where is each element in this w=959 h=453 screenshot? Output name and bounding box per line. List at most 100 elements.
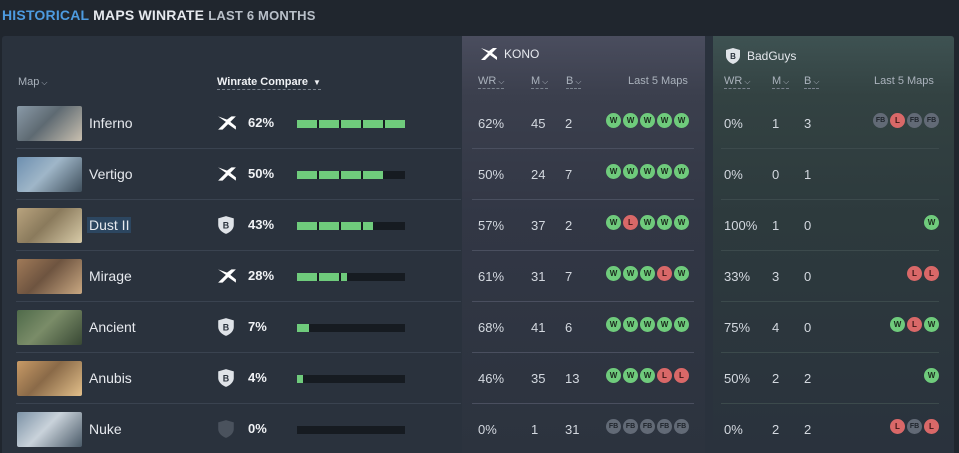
bar-segment [385,120,405,128]
badguys-m-value: 0 [772,167,780,182]
bar-segment [319,222,339,230]
map-name[interactable]: Dust II [87,217,132,233]
win-badge: W [674,266,689,281]
kono-wr-value: 46% [478,371,505,386]
map-name[interactable]: Vertigo [89,166,133,182]
badguys-last5: W [924,215,939,230]
map-thumbnail [17,106,82,141]
badguys-b-header[interactable]: B ⌵ [804,75,820,89]
bar-segment [363,120,383,128]
winrate-compare-bar [297,426,405,434]
win-badge: W [623,266,638,281]
kono-m-header[interactable]: M ⌵ [531,75,549,89]
win-badge: W [640,317,655,332]
forfeit-badge: FB [924,113,939,128]
bar-segment [297,171,317,179]
chevron-down-icon: ⌵ [783,77,790,86]
win-badge: W [657,164,672,179]
forfeit-badge: FB [640,419,655,434]
wr-label: WR [724,75,743,87]
map-name[interactable]: Anubis [89,370,132,386]
b-label: B [804,75,812,87]
win-badge: W [606,113,621,128]
badguys-b-value: 2 [804,371,812,386]
sort-winrate-compare-header[interactable]: Winrate Compare ▼ [217,76,321,90]
badguys-b-value: 0 [804,218,812,233]
row-divider [472,403,694,404]
win-badge: W [674,215,689,230]
badguys-m-header[interactable]: M ⌵ [772,75,790,89]
title-maps-winrate: MAPS WINRATE [93,7,205,23]
loss-badge: L [890,419,905,434]
kono-m-value: 1 [531,422,539,437]
badguys-shield-icon: B [726,48,740,64]
kono-b-value: 7 [565,269,573,284]
map-name[interactable]: Ancient [89,319,136,335]
badguys-m-value: 2 [772,371,780,386]
win-badge: W [657,215,672,230]
chevron-down-icon: ⌵ [813,77,820,86]
row-divider [16,301,461,302]
forfeit-badge: FB [606,419,621,434]
winrate-compare-bar [297,222,405,230]
badguys-wr-header[interactable]: WR ⌵ [724,75,751,89]
win-badge: W [640,113,655,128]
caret-down-icon: ▼ [313,78,321,87]
bar-segment [297,222,317,230]
b-label: B [566,75,574,87]
badguys-b-value: 1 [804,167,812,182]
win-badge: W [640,368,655,383]
winrate-compare-value: 28% [248,268,275,283]
sort-map-header[interactable]: Map ⌵ [18,76,47,88]
win-badge: W [606,317,621,332]
map-name[interactable]: Mirage [89,268,132,284]
kono-logo-icon [481,48,497,60]
map-name[interactable]: Nuke [89,421,122,437]
winrate-compare-bar [297,375,405,383]
map-name[interactable]: Inferno [89,115,133,131]
badguys-m-value: 2 [772,422,780,437]
row-divider [721,301,939,302]
win-badge: W [640,215,655,230]
row-divider [16,352,461,353]
kono-b-value: 6 [565,320,573,335]
bar-segment [363,171,383,179]
loss-badge: L [907,317,922,332]
table-row[interactable]: Nuke 0% 0% 1 31 FB FB FB FB FB 0% 2 2 L FB L [2,404,954,453]
badguys-m-value: 4 [772,320,780,335]
win-badge: W [924,317,939,332]
bar-segment [341,222,361,230]
badguys-m-value: 3 [772,269,780,284]
kono-m-value: 31 [531,269,546,284]
kono-logo-icon [217,266,237,286]
bar-segment [341,171,361,179]
kono-wr-value: 50% [478,167,505,182]
win-badge: W [606,266,621,281]
badguys-last5: L FB L [890,419,939,434]
kono-b-header[interactable]: B ⌵ [566,75,582,89]
forfeit-badge: FB [674,419,689,434]
chevron-down-icon: ⌵ [575,77,582,86]
chevron-down-icon: ⌵ [498,77,505,86]
kono-wr-header[interactable]: WR ⌵ [478,75,505,89]
winrate-compare-value: 62% [248,115,275,130]
map-thumbnail [17,157,82,192]
win-badge: W [606,164,621,179]
badguys-b-value: 0 [804,269,812,284]
row-divider [721,148,939,149]
kono-last5-header: Last 5 Maps [628,75,688,87]
row-divider [472,148,694,149]
svg-text:B: B [730,52,736,61]
